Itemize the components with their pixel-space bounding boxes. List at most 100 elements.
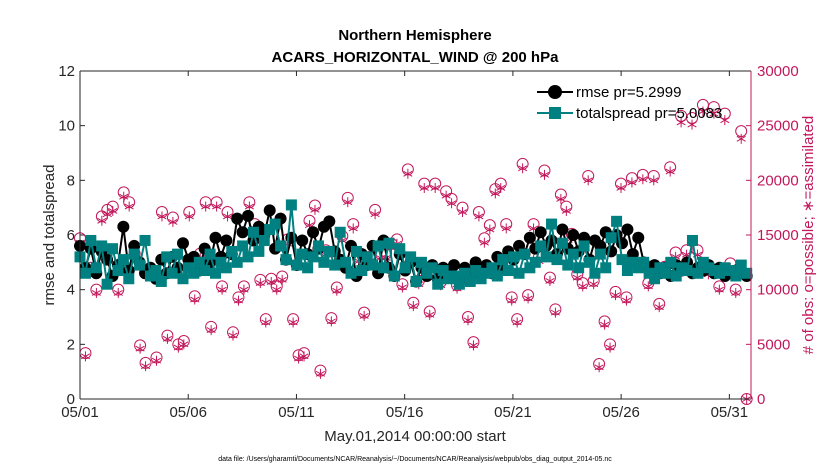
obs-assimilated-point xyxy=(272,284,282,295)
totalspread-point xyxy=(470,265,482,277)
totalspread-point xyxy=(741,267,753,279)
obs-assimilated-point xyxy=(151,355,162,366)
totalspread-point xyxy=(399,262,411,274)
totalspread-point xyxy=(513,267,525,279)
totalspread-point xyxy=(96,240,108,252)
obs-assimilated-point xyxy=(140,361,151,372)
totalspread-point xyxy=(329,259,341,271)
totalspread-point xyxy=(518,248,530,260)
obs-assimilated-point xyxy=(479,237,489,248)
obs-assimilated-point xyxy=(468,340,479,351)
obs-assimilated-point xyxy=(266,277,276,288)
rmse-point xyxy=(523,231,536,244)
obs-assimilated-point xyxy=(168,216,178,227)
obs-assimilated-point xyxy=(550,307,560,318)
obs-assimilated-point xyxy=(217,284,227,295)
obs-assimilated-point xyxy=(228,330,238,341)
totalspread-point xyxy=(350,245,362,257)
totalspread-point xyxy=(275,240,287,252)
totalspread-point xyxy=(497,254,509,266)
rmse-point xyxy=(323,215,336,228)
totalspread-point xyxy=(107,243,119,255)
obs-assimilated-point xyxy=(600,319,610,330)
obs-assimilated-point xyxy=(539,169,550,180)
totalspread-point xyxy=(453,278,465,290)
obs-assimilated-point xyxy=(190,294,200,305)
totalspread-point xyxy=(611,215,623,227)
totalspread-point xyxy=(302,262,314,274)
x-tick-label: 05/16 xyxy=(386,404,424,421)
legend-rmse-label: rmse pr=5.2999 xyxy=(576,84,681,101)
totalspread-point xyxy=(383,237,395,249)
obs-assimilated-point xyxy=(80,351,91,362)
axes-frame xyxy=(79,70,752,400)
totalspread-point xyxy=(502,265,514,277)
totalspread-series xyxy=(74,199,753,290)
rmse-point xyxy=(263,204,276,217)
y-tick-left-label: 2 xyxy=(67,336,75,353)
totalspread-point xyxy=(128,248,140,260)
obs-assimilated-point xyxy=(201,201,211,212)
obs-assimilated-point xyxy=(397,282,407,293)
totalspread-point xyxy=(670,270,682,282)
obs-assimilated-point xyxy=(430,182,440,193)
chart-title: Northern Hemisphere xyxy=(338,27,491,44)
obs-assimilated-point xyxy=(518,163,528,174)
totalspread-point xyxy=(247,226,259,238)
totalspread-point xyxy=(535,240,547,252)
obs-assimilated-point xyxy=(119,191,129,202)
x-tick-label: 05/21 xyxy=(494,404,532,421)
obs-assimilated-point xyxy=(572,272,582,283)
obs-assimilated-point xyxy=(676,117,686,128)
totalspread-point xyxy=(356,265,368,277)
obs-assimilated-point xyxy=(108,205,118,216)
obs-assimilated-point xyxy=(157,211,167,222)
totalspread-point xyxy=(459,267,471,279)
obs-assimilated-point xyxy=(731,287,741,298)
totalspread-point xyxy=(199,265,211,277)
totalspread-point xyxy=(220,262,232,274)
totalspread-point xyxy=(529,256,541,268)
legend-spread-label: totalspread pr=5.0083 xyxy=(576,105,722,122)
totalspread-point xyxy=(258,234,270,246)
totalspread-point xyxy=(323,245,335,257)
obs-assimilated-point xyxy=(556,193,566,204)
totalspread-point xyxy=(578,240,590,252)
totalspread-point xyxy=(616,254,628,266)
totalspread-point xyxy=(388,270,400,282)
totalspread-point xyxy=(665,256,677,268)
rmse-point xyxy=(117,220,130,233)
totalspread-point xyxy=(139,234,151,246)
totalspread-point xyxy=(204,248,216,260)
totalspread-point xyxy=(166,267,178,279)
totalspread-point xyxy=(285,199,297,211)
totalspread-point xyxy=(432,278,444,290)
ticks: 05/01 05/06 05/11 05/16 05/21 05/26 05/31 0 2 4 6 8… xyxy=(58,63,798,421)
obs-assimilated-point xyxy=(649,175,659,186)
totalspread-point xyxy=(426,262,438,274)
totalspread-point xyxy=(318,256,330,268)
obs-assimilated-point xyxy=(447,198,457,209)
obs-assimilated-point xyxy=(545,275,555,286)
rmse-point xyxy=(236,226,249,239)
totalspread-point xyxy=(405,251,417,263)
obs-assimilated-point xyxy=(288,317,298,328)
rmse-point xyxy=(209,231,222,244)
rmse-point xyxy=(534,226,547,239)
obs-assimilated-point xyxy=(610,290,621,301)
obs-assimilated-point xyxy=(687,119,697,130)
totalspread-point xyxy=(242,251,254,263)
obs-assimilated-point xyxy=(512,317,522,328)
y-axis-left-label: rmse and totalspread xyxy=(41,165,58,306)
y-tick-right-label: 15000 xyxy=(757,227,799,244)
obs-assimilated-point xyxy=(212,201,222,212)
totalspread-point xyxy=(367,259,379,271)
totalspread-point xyxy=(291,259,303,271)
obs-assimilated-point xyxy=(627,177,637,188)
obs-assimilated-point xyxy=(277,274,287,285)
obs-assimilated-point xyxy=(359,310,369,321)
totalspread-point xyxy=(508,251,520,263)
obs-assimilated-point xyxy=(594,362,604,373)
